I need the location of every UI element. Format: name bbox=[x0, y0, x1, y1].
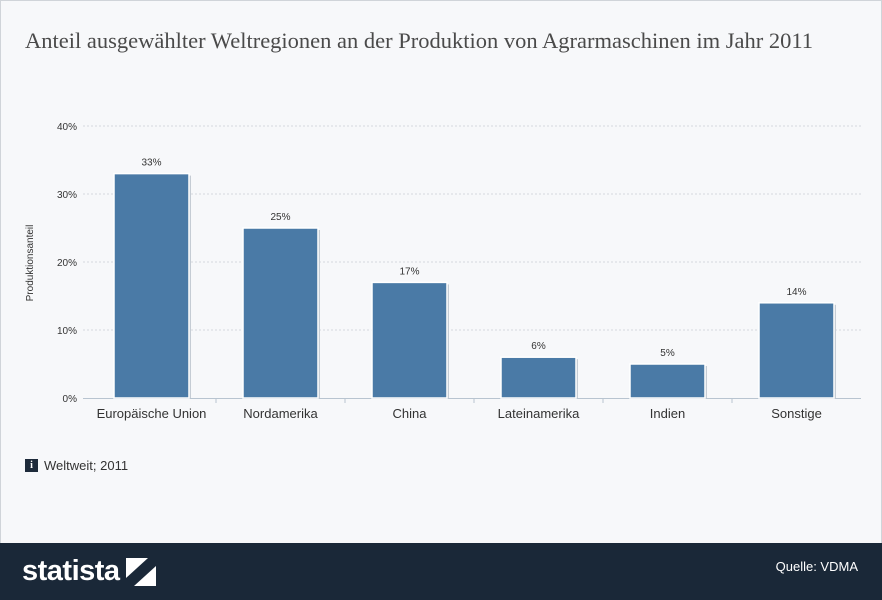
data-label: 14% bbox=[786, 287, 806, 298]
statista-logo[interactable]: statista bbox=[22, 555, 156, 588]
x-tick-label: Europäische Union bbox=[97, 406, 207, 421]
x-tick-label: Lateinamerika bbox=[498, 406, 580, 421]
y-tick-label: 0% bbox=[63, 394, 78, 405]
x-tick-label: Sonstige bbox=[771, 406, 822, 421]
data-label: 33% bbox=[141, 158, 161, 169]
data-label: 17% bbox=[399, 266, 419, 277]
y-tick-label: 10% bbox=[57, 326, 77, 337]
y-tick-label: 30% bbox=[57, 190, 77, 201]
footer-bar: statista Quelle: VDMA bbox=[0, 543, 882, 600]
data-label: 6% bbox=[531, 341, 546, 352]
info-icon[interactable]: i bbox=[25, 459, 38, 472]
bar[interactable] bbox=[113, 172, 190, 399]
bar[interactable] bbox=[371, 281, 448, 399]
y-tick-label: 20% bbox=[57, 258, 77, 269]
data-label: 5% bbox=[660, 348, 675, 359]
logo-text: statista bbox=[22, 555, 120, 587]
x-tick-label: Nordamerika bbox=[243, 406, 318, 421]
statista-mark-icon bbox=[125, 557, 156, 586]
info-text: Weltweit; 2011 bbox=[44, 458, 129, 473]
data-label: 25% bbox=[270, 212, 290, 223]
y-axis-label: Produktionsanteil bbox=[25, 225, 36, 302]
x-tick-label: China bbox=[393, 406, 428, 421]
bar[interactable] bbox=[758, 302, 835, 399]
bar-chart: 0% 10% 20% 30% 40% 33% Europäische Union 25% Nor… bbox=[25, 122, 861, 421]
source-label: Quelle: VDMA bbox=[775, 559, 858, 574]
bar[interactable] bbox=[500, 356, 577, 399]
chart-title: Anteil ausgewählter Weltregionen an der … bbox=[25, 28, 813, 53]
y-tick-label: 40% bbox=[57, 122, 77, 133]
x-tick-label: Indien bbox=[650, 406, 685, 421]
bar[interactable] bbox=[242, 227, 319, 399]
info-note: i Weltweit; 2011 bbox=[25, 458, 128, 473]
bar[interactable] bbox=[629, 363, 706, 399]
